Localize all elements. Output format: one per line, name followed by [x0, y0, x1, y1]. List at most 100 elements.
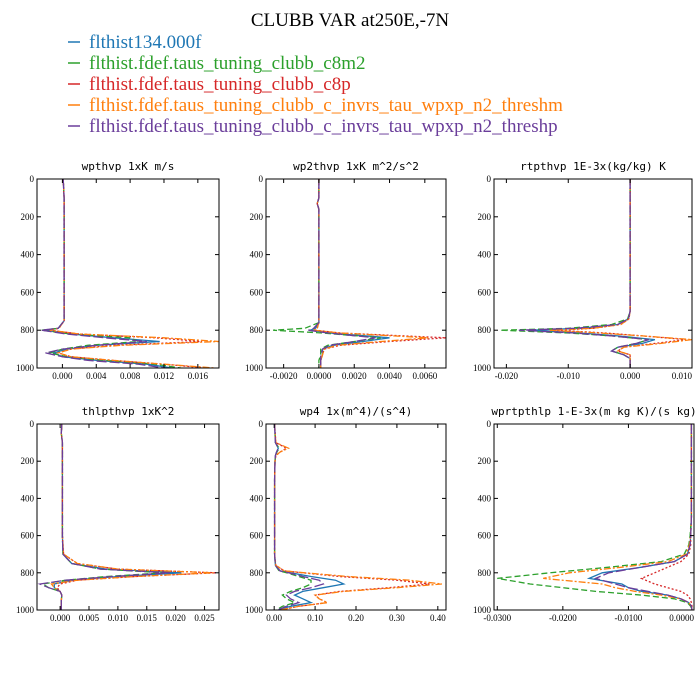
chart-panel: rtpthvp 1E-3x(kg/kg) K02004006008001000-…	[473, 160, 693, 381]
series-group	[37, 424, 217, 610]
x-tick-label: 0.10	[307, 613, 323, 623]
y-tick-label: 0	[30, 419, 35, 429]
y-tick-label: 400	[478, 250, 492, 260]
x-tick-label: -0.010	[557, 371, 581, 381]
plot-frame	[265, 178, 447, 369]
series-line	[309, 179, 390, 368]
x-tick-label: 0.40	[430, 613, 446, 623]
y-tick-label: 400	[21, 250, 35, 260]
x-tick-label: 0.0000	[669, 613, 694, 623]
plot-frame	[265, 423, 447, 611]
panel-title: rtpthvp 1E-3x(kg/kg) K	[520, 160, 666, 173]
series-line	[518, 179, 649, 368]
y-tick-label: 400	[21, 493, 35, 503]
figure-title: CLUBB VAR at250E,-7N	[251, 10, 450, 31]
x-tick-label: 0.0060	[412, 371, 437, 381]
y-tick-label: 0	[487, 419, 492, 429]
y-tick-label: 1000	[245, 605, 264, 615]
y-tick-label: 200	[21, 456, 35, 466]
y-tick-label: 200	[478, 456, 492, 466]
x-tick-label: 0.012	[154, 371, 174, 381]
series-line	[273, 424, 346, 610]
y-tick-label: 0	[259, 419, 264, 429]
y-tick-label: 600	[478, 531, 492, 541]
series-line	[549, 179, 692, 368]
x-tick-label: -0.0200	[549, 613, 577, 623]
series-line	[41, 179, 165, 368]
panel-title: wpthvp 1xK m/s	[82, 160, 175, 173]
plot-frame	[36, 423, 220, 611]
x-tick-label: 0.010	[108, 613, 129, 623]
series-line	[273, 424, 442, 610]
legend-entry: flthist.fdef.taus_tuning_clubb_c8m2	[89, 53, 366, 74]
y-tick-label: 600	[478, 287, 492, 297]
y-tick-label: 800	[21, 325, 35, 335]
series-line	[49, 179, 219, 368]
y-tick-label: 800	[478, 568, 492, 578]
series-line	[50, 424, 214, 610]
series-line	[586, 424, 693, 610]
x-tick-label: 0.005	[79, 613, 100, 623]
series-line	[543, 424, 693, 610]
x-tick-label: 0.016	[188, 371, 209, 381]
panel-title: wp4 1x(m^4)/(s^4)	[300, 405, 413, 418]
y-tick-label: 800	[21, 568, 35, 578]
x-tick-label: 0.0000	[307, 371, 332, 381]
x-tick-label: -0.0020	[270, 371, 298, 381]
y-tick-label: 600	[21, 531, 35, 541]
series-group	[273, 179, 446, 368]
y-tick-label: 600	[250, 531, 264, 541]
x-tick-label: 0.015	[137, 613, 158, 623]
x-tick-label: 0.020	[166, 613, 187, 623]
y-tick-label: 0	[487, 174, 492, 184]
y-tick-label: 400	[250, 493, 264, 503]
y-tick-label: 200	[478, 212, 492, 222]
y-tick-label: 800	[250, 568, 264, 578]
panel-title: thlpthvp 1xK^2	[82, 405, 175, 418]
series-line	[497, 424, 693, 610]
series-group	[41, 179, 219, 368]
series-line	[37, 424, 170, 610]
y-tick-label: 1000	[16, 363, 35, 373]
x-tick-label: 0.000	[620, 371, 641, 381]
panel-title: wprtpthlp 1-E-3x(m kg K)/(s kg)	[491, 405, 696, 418]
chart-panel: wpthvp 1xK m/s 0 200 400 600 800 1000 0.000 0.00…	[16, 160, 220, 381]
x-tick-label: 0.004	[86, 371, 107, 381]
y-tick-label: 0	[259, 174, 264, 184]
x-tick-label: 0.010	[672, 371, 693, 381]
series-group	[500, 179, 692, 368]
series-line	[639, 424, 693, 610]
y-tick-label: 200	[250, 212, 264, 222]
plot-frame	[36, 178, 220, 369]
y-tick-label: 200	[250, 456, 264, 466]
x-tick-label: 0.025	[194, 613, 215, 623]
y-tick-label: 800	[478, 325, 492, 335]
legend: flthist134.000fflthist.fdef.taus_tuning_…	[68, 32, 563, 137]
panel-title: wp2thvp 1xK m^2/s^2	[293, 160, 419, 173]
legend-entry: flthist.fdef.taus_tuning_clubb_c_invrs_t…	[89, 95, 563, 116]
series-line	[273, 424, 430, 610]
chart-panel: wprtpthlp 1-E-3x(m kg K)/(s kg)0 200 400 60…	[473, 405, 697, 623]
series-line	[273, 424, 325, 610]
y-tick-label: 800	[250, 325, 264, 335]
y-tick-label: 1000	[473, 605, 492, 615]
y-tick-label: 400	[478, 493, 492, 503]
plot-frame	[493, 178, 693, 369]
series-line	[41, 179, 181, 368]
y-tick-label: 600	[21, 287, 35, 297]
x-tick-label: 0.008	[120, 371, 141, 381]
y-tick-label: 400	[250, 250, 264, 260]
panels: wpthvp 1xK m/s 0 200 400 600 800 1000 0.000 0.00…	[16, 160, 697, 623]
series-line	[593, 424, 693, 610]
legend-entry: flthist.fdef.taus_tuning_clubb_c_invrs_t…	[89, 116, 558, 137]
series-line	[500, 179, 649, 368]
series-line	[53, 424, 182, 610]
x-tick-label: 0.20	[348, 613, 364, 623]
x-tick-label: 0.000	[50, 613, 71, 623]
x-tick-label: 0.000	[52, 371, 73, 381]
chart-panel: thlpthvp 1xK^2 0 200 400 600 800 1000 0.000 0.00…	[16, 405, 220, 623]
plot-frame	[493, 423, 695, 611]
series-line	[531, 179, 656, 368]
